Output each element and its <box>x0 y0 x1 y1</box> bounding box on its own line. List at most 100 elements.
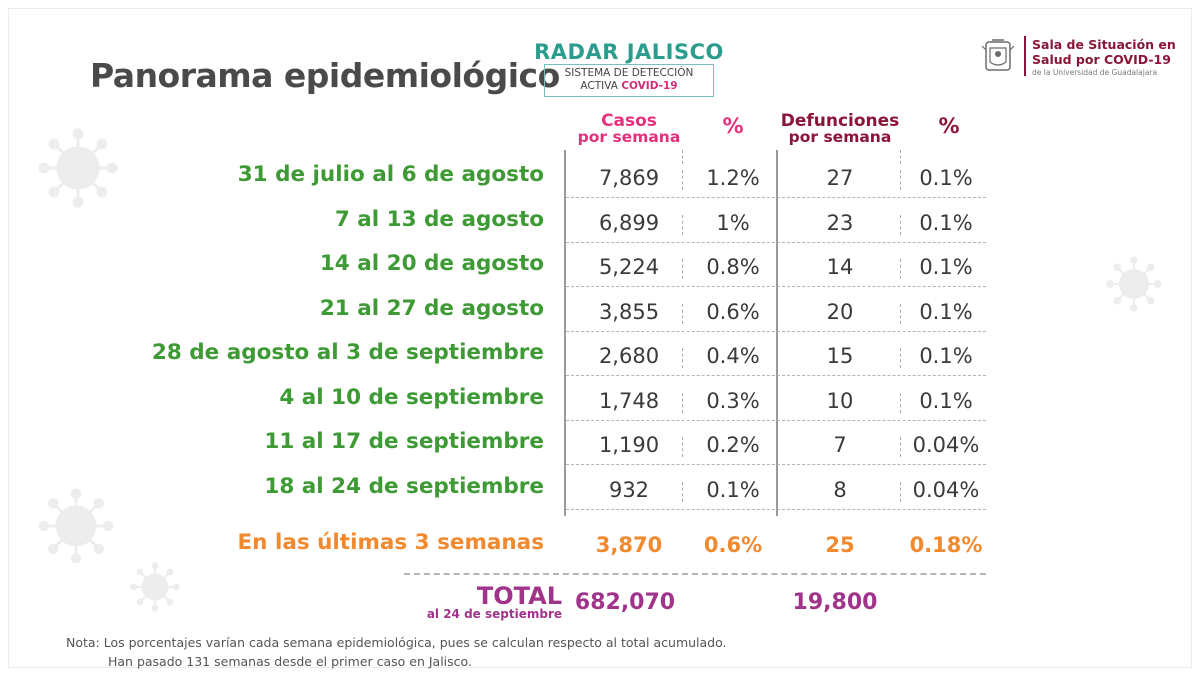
pct2-separator <box>900 482 901 502</box>
row-defunciones: 20 <box>826 300 854 324</box>
radar-line1: SISTEMA DE DETECCIÓN <box>564 67 694 79</box>
row-pct-def: 0.04% <box>912 433 980 457</box>
virus-icon <box>38 128 118 208</box>
row-casos: 6,899 <box>598 211 660 235</box>
pct2-separator <box>900 348 901 368</box>
summary-defunciones: 25 <box>825 533 855 557</box>
row-label: 18 al 24 de septiembre <box>264 474 544 499</box>
row-pct-casos: 0.1% <box>706 478 760 502</box>
row-casos: 5,224 <box>598 255 660 279</box>
row-label: 11 al 17 de septiembre <box>264 429 544 454</box>
summary-casos: 3,870 <box>595 533 663 557</box>
row-label: 4 al 10 de septiembre <box>279 385 544 410</box>
header-pct-def: % <box>938 114 960 138</box>
row-defunciones: 23 <box>826 211 854 235</box>
summary-pct-def: 0.18% <box>909 533 983 557</box>
header-pct1-separator <box>682 150 683 164</box>
row-separator <box>566 242 986 243</box>
row-label: 14 al 20 de agosto <box>319 251 544 276</box>
row-defunciones: 15 <box>826 344 854 368</box>
summary-label: En las últimas 3 semanas <box>237 530 544 555</box>
pct2-separator <box>900 304 901 324</box>
row-defunciones: 8 <box>833 478 847 502</box>
row-casos: 1,190 <box>598 433 660 457</box>
udg-logo: Sala de Situación en Salud por COVID-19 … <box>976 34 1176 82</box>
pct1-separator <box>682 259 683 279</box>
row-casos: 1,748 <box>598 389 660 413</box>
row-separator <box>566 464 986 465</box>
slide-border <box>8 8 1192 668</box>
table-divider-left <box>564 150 566 516</box>
total-defunciones: 19,800 <box>792 590 878 615</box>
pct1-separator <box>682 304 683 324</box>
header-pct2-separator <box>900 150 901 164</box>
logo-divider <box>1024 36 1026 76</box>
row-defunciones: 7 <box>833 433 847 457</box>
row-defunciones: 27 <box>826 166 854 190</box>
header-def-line2: por semana <box>788 128 892 146</box>
pct1-separator <box>682 170 683 190</box>
row-pct-casos: 1% <box>716 211 750 235</box>
total-sublabel: al 24 de septiembre <box>426 607 562 621</box>
total-label: TOTAL <box>476 582 562 610</box>
header-casos-line2: por semana <box>577 128 681 146</box>
row-pct-def: 0.1% <box>919 211 973 235</box>
row-pct-casos: 1.2% <box>706 166 760 190</box>
row-label: 7 al 13 de agosto <box>334 207 544 232</box>
row-separator <box>566 197 986 198</box>
pct2-separator <box>900 259 901 279</box>
pct2-separator <box>900 170 901 190</box>
row-label: 21 al 27 de agosto <box>319 296 544 321</box>
pct1-separator <box>682 437 683 457</box>
radar-title: RADAR JALISCO <box>534 40 724 64</box>
header-casos: Casos por semana <box>566 113 692 146</box>
pct2-separator <box>900 215 901 235</box>
row-defunciones: 10 <box>826 389 854 413</box>
virus-icon <box>130 562 180 612</box>
row-pct-def: 0.1% <box>919 255 973 279</box>
radar-subtitle-box: SISTEMA DE DETECCIÓN ACTIVA COVID-19 <box>544 64 714 97</box>
logo-line3: de la Universidad de Guadalajara <box>1032 68 1158 77</box>
radar-line2-prefix: ACTIVA <box>580 80 618 92</box>
row-pct-casos: 0.3% <box>706 389 760 413</box>
header-pct-casos: % <box>722 114 744 138</box>
pct1-separator <box>682 482 683 502</box>
row-casos: 3,855 <box>598 300 660 324</box>
radar-jalisco-badge: RADAR JALISCO SISTEMA DE DETECCIÓN ACTIV… <box>533 40 725 97</box>
row-pct-def: 0.1% <box>919 344 973 368</box>
row-casos: 7,869 <box>598 166 660 190</box>
row-label: 31 de julio al 6 de agosto <box>237 162 544 187</box>
row-separator <box>566 331 986 332</box>
row-separator <box>566 286 986 287</box>
summary-pct-casos: 0.6% <box>703 533 763 557</box>
total-casos: 682,070 <box>574 590 676 615</box>
footnote: Nota: Los porcentajes varían cada semana… <box>66 633 727 671</box>
header-defunciones: Defunciones por semana <box>778 113 902 146</box>
row-pct-casos: 0.6% <box>706 300 760 324</box>
radar-line2-emph: COVID-19 <box>621 80 678 92</box>
pct1-separator <box>682 215 683 235</box>
table-divider-middle <box>776 150 778 516</box>
row-separator <box>566 420 986 421</box>
row-separator <box>566 509 986 510</box>
footnote-line2: Han pasado 131 semanas desde el primer c… <box>108 654 472 669</box>
row-separator <box>566 375 986 376</box>
pct2-separator <box>900 437 901 457</box>
row-pct-def: 0.1% <box>919 166 973 190</box>
row-defunciones: 14 <box>826 255 854 279</box>
logo-line1: Sala de Situación en <box>1032 37 1176 52</box>
row-pct-def: 0.04% <box>912 478 980 502</box>
row-pct-def: 0.1% <box>919 389 973 413</box>
total-separator <box>404 573 986 575</box>
virus-icon <box>38 488 114 564</box>
row-pct-casos: 0.4% <box>706 344 760 368</box>
row-pct-casos: 0.2% <box>706 433 760 457</box>
row-label: 28 de agosto al 3 de septiembre <box>151 340 544 365</box>
row-pct-def: 0.1% <box>919 300 973 324</box>
university-seal-icon <box>981 39 1015 71</box>
row-casos: 2,680 <box>598 344 660 368</box>
footnote-line1: Nota: Los porcentajes varían cada semana… <box>66 635 727 650</box>
pct1-separator <box>682 393 683 413</box>
row-pct-casos: 0.8% <box>706 255 760 279</box>
pct2-separator <box>900 393 901 413</box>
